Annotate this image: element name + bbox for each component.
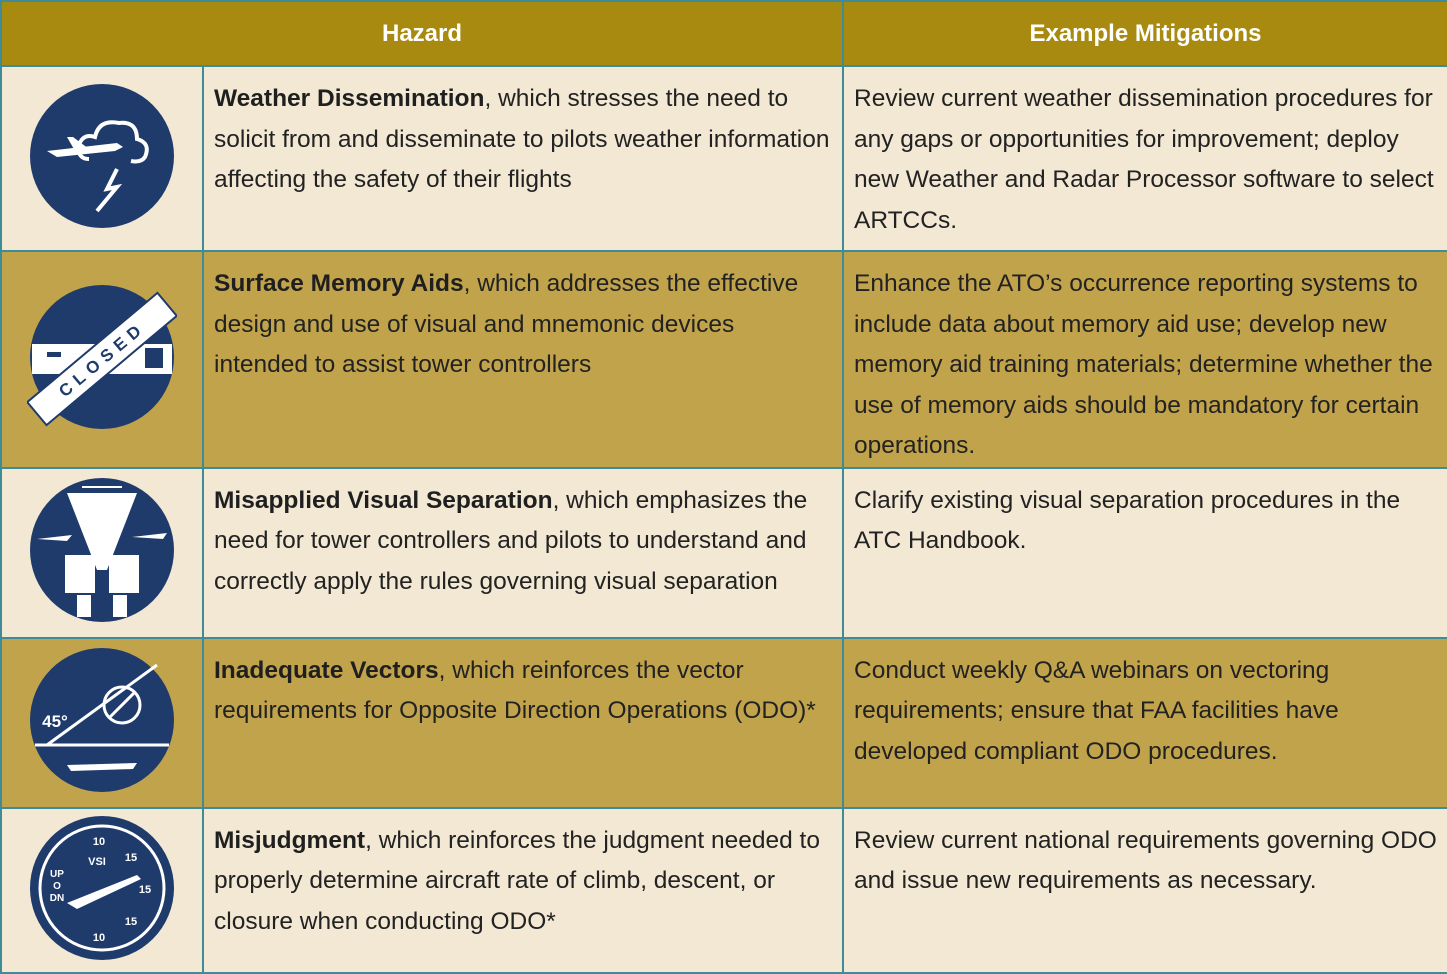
- row: CLOSED Surface Memory Aids, which addres…: [0, 250, 1447, 469]
- icon-label: O: [53, 881, 61, 892]
- row: 10 VSI 15 15 15 10 UP O DN Misjudgment, …: [0, 806, 1447, 974]
- header-row: Hazard Example Mitigations: [0, 0, 1447, 67]
- hazard-description: , which addresses the effective design a…: [214, 270, 799, 378]
- icon-label: UP: [50, 869, 64, 880]
- header-hazard: Hazard: [0, 0, 844, 67]
- mitigation-cell: Review current weather dissemination pro…: [842, 65, 1447, 252]
- icon-label: 15: [125, 916, 137, 928]
- icon-cell: 10 VSI 15 15 15 10 UP O DN: [0, 806, 204, 974]
- hazard-cell: Inadequate Vectors, which reinforces the…: [202, 636, 844, 809]
- hazard-name: Weather Dissemination: [214, 85, 485, 112]
- vsi-icon: 10 VSI 15 15 15 10 UP O DN: [30, 815, 174, 960]
- hazard-description: , which reinforces the vector requiremen…: [214, 656, 816, 725]
- mitigation-cell: Clarify existing visual separation proce…: [842, 466, 1447, 639]
- row: 45° Inadequate Vectors, which reinforces…: [0, 636, 1447, 809]
- vectors-icon: 45°: [30, 648, 174, 792]
- mitigation-cell: Review current national requirements gov…: [842, 806, 1447, 974]
- icon-label: 45°: [42, 712, 68, 731]
- icon-label: 10: [93, 932, 105, 944]
- icon-label: 10: [93, 836, 105, 848]
- closed-icon: CLOSED: [25, 284, 179, 429]
- mitigation-cell: Conduct weekly Q&A webinars on vectoring…: [842, 636, 1447, 809]
- hazard-name: Misapplied Visual Separation: [214, 486, 553, 514]
- hazard-cell: Weather Dissemination, which stresses th…: [202, 65, 844, 252]
- hazard-name: Inadequate Vectors: [214, 656, 439, 684]
- icon-cell: [0, 65, 204, 252]
- hazard-cell: Misapplied Visual Separation, which emph…: [202, 466, 844, 639]
- weather-icon: [30, 84, 174, 228]
- separation-icon: [30, 478, 174, 622]
- hazard-description: , which stresses the need to solicit fro…: [214, 85, 830, 193]
- icon-label: 15: [139, 884, 151, 896]
- icon-cell: [0, 466, 204, 639]
- row: Weather Dissemination, which stresses th…: [0, 65, 1447, 252]
- mitigation-cell: Enhance the ATO’s occurrence reporting s…: [842, 250, 1447, 469]
- hazard-name: Surface Memory Aids: [214, 270, 464, 297]
- icon-cell: 45°: [0, 636, 204, 809]
- icon-label: 15: [125, 852, 137, 864]
- hazard-cell: Misjudgment, which reinforces the judgme…: [202, 806, 844, 974]
- hazard-name: Misjudgment: [214, 826, 366, 854]
- hazard-cell: Surface Memory Aids, which addresses the…: [202, 250, 844, 469]
- row: Misapplied Visual Separation, which emph…: [0, 466, 1447, 639]
- hazard-description: , which emphasizes the need for tower co…: [214, 486, 808, 595]
- header-mitigations: Example Mitigations: [842, 0, 1447, 67]
- icon-label: DN: [50, 893, 64, 904]
- icon-cell: CLOSED: [0, 250, 204, 469]
- hazard-description: , which reinforces the judgment needed t…: [214, 826, 820, 935]
- icon-label: VSI: [88, 856, 106, 868]
